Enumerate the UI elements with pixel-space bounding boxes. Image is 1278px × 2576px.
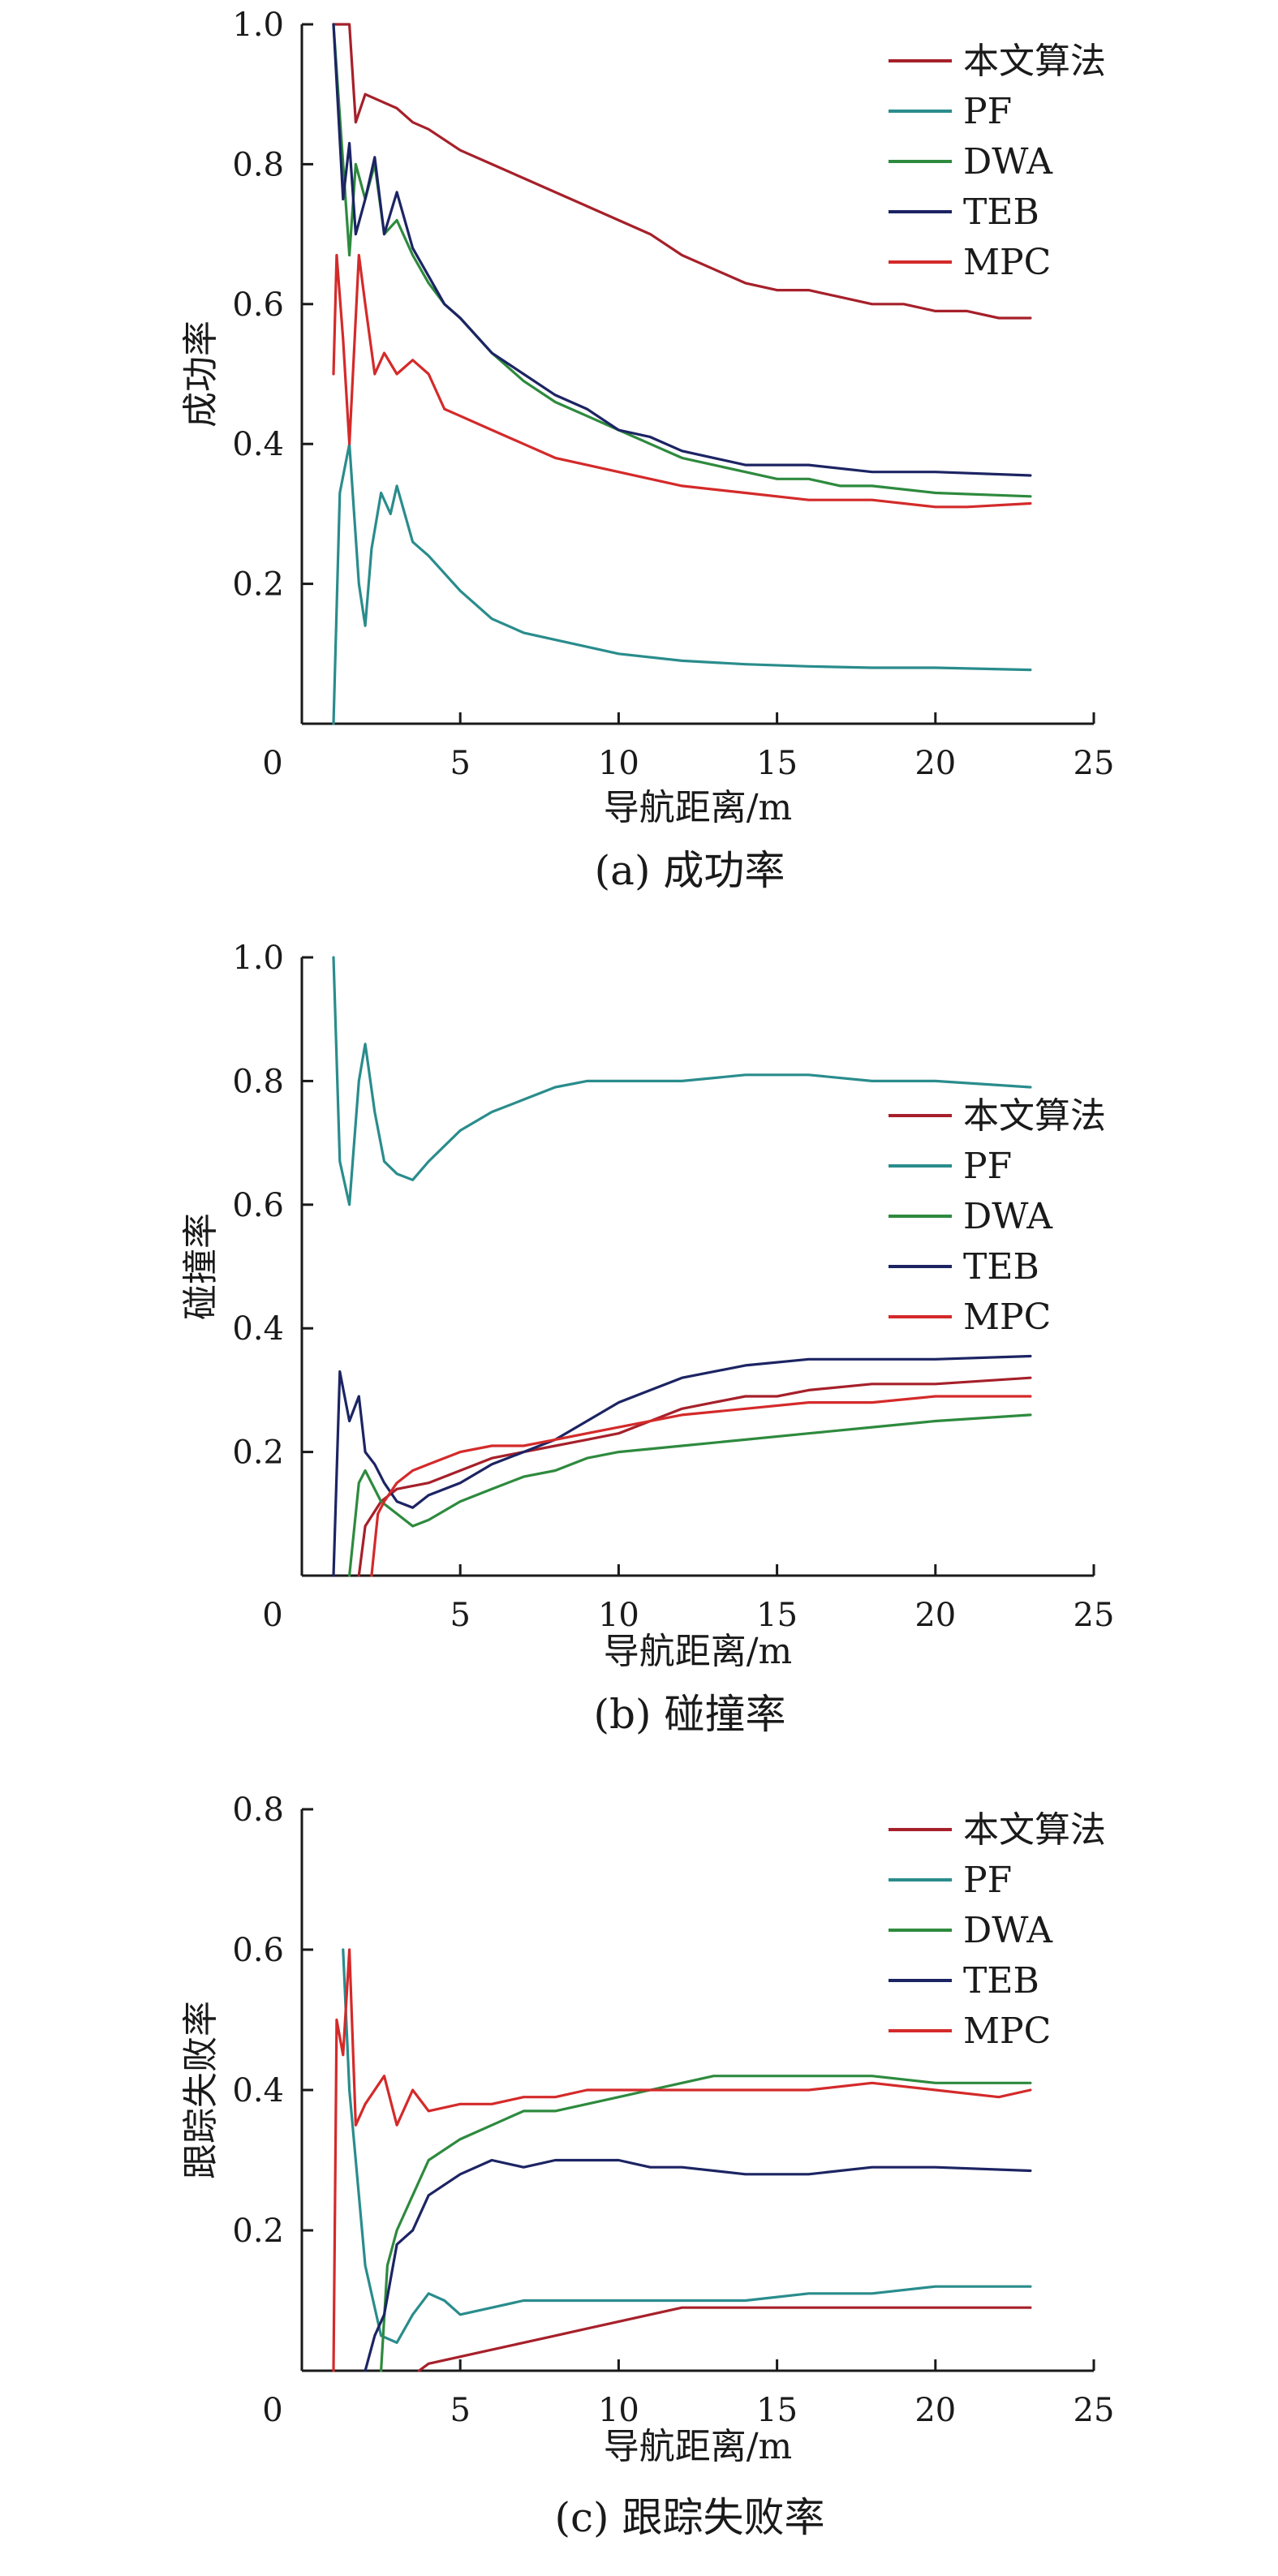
chart-panel-1: 0 5 10 15 20 25 0.2 0.4 0.6 0.8 1.0 本文算法 PF DWA TEB MPC… <box>180 6 1114 894</box>
x-axis-title: 导航距离/m <box>604 1631 793 1672</box>
series-line-1 <box>357 1376 1032 1577</box>
x-tick-label: 20 <box>914 745 956 782</box>
legend-label: 本文算法 <box>963 1095 1106 1137</box>
legend-label: PF <box>963 1146 1012 1187</box>
x-axis-title: 导航距离/m <box>604 2426 793 2467</box>
legend-label: MPC <box>963 1297 1051 1338</box>
chart-caption: (a) 成功率 <box>595 847 785 894</box>
y-tick-label: 0.4 <box>232 2072 284 2109</box>
series-line-1 <box>417 2306 1032 2372</box>
legend-label: MPC <box>963 242 1051 283</box>
series-line-2 <box>332 442 1032 725</box>
series-line-3 <box>380 2075 1032 2372</box>
y-tick-label: 1.0 <box>232 6 284 44</box>
chart-panel-3: 0 5 10 15 20 25 0.2 0.4 0.6 0.8 本文算法 PF DWA TEB MPC 跟踪失… <box>180 1791 1114 2541</box>
y-tick-label: 0.8 <box>232 1063 284 1100</box>
legend-label: MPC <box>963 2010 1051 2052</box>
x-tick-label: 0 <box>262 745 282 782</box>
series-line-2 <box>342 1948 1032 2344</box>
legend-label: PF <box>963 1860 1012 1901</box>
x-tick-label: 0 <box>262 1597 282 1634</box>
y-tick-label: 1.0 <box>232 940 284 977</box>
series-line-3 <box>332 23 1032 498</box>
y-tick-label: 0.6 <box>232 1932 284 1969</box>
series-line-4 <box>332 23 1032 477</box>
y-tick-label: 0.2 <box>232 566 284 604</box>
series-line-1 <box>332 23 1032 320</box>
x-tick-label: 5 <box>450 745 470 782</box>
x-tick-label: 15 <box>756 1597 798 1634</box>
chart-caption: (b) 碰撞率 <box>594 1691 786 1738</box>
x-tick-label: 25 <box>1074 1597 1115 1634</box>
y-axis-title: 跟踪失败率 <box>180 2001 222 2179</box>
legend-label: DWA <box>963 1910 1053 1951</box>
y-tick-label: 0.6 <box>232 1187 284 1224</box>
y-tick-label: 0.8 <box>232 1791 284 1829</box>
series-line-4 <box>332 1354 1032 1577</box>
x-tick-label: 10 <box>598 1597 639 1634</box>
series-line-2 <box>332 956 1032 1206</box>
x-tick-label: 10 <box>598 2392 639 2429</box>
legend-label: TEB <box>963 191 1039 233</box>
chart-caption: (c) 跟踪失败率 <box>555 2494 825 2541</box>
x-tick-label: 5 <box>450 1597 470 1634</box>
series-line-5 <box>370 1395 1032 1577</box>
x-tick-label: 15 <box>756 2392 798 2429</box>
legend: 本文算法 PF DWA TEB MPC <box>889 1809 1106 2052</box>
y-tick-label: 0.2 <box>232 1434 284 1472</box>
x-tick-label: 20 <box>914 2392 956 2429</box>
x-tick-label: 10 <box>598 745 639 782</box>
y-tick-label: 0.2 <box>232 2213 284 2250</box>
y-axis-title: 成功率 <box>180 320 222 428</box>
series-line-4 <box>364 2158 1032 2372</box>
chart-panel-2: 0 5 10 15 20 25 0.2 0.4 0.6 0.8 1.0 本文算法 PF DWA TEB MPC… <box>180 940 1114 1738</box>
y-tick-label: 0.8 <box>232 146 284 183</box>
x-tick-label: 5 <box>450 2392 470 2429</box>
legend-label: PF <box>963 91 1012 132</box>
y-tick-label: 0.4 <box>232 1310 284 1348</box>
legend: 本文算法 PF DWA TEB MPC <box>889 1095 1106 1338</box>
x-tick-label: 15 <box>756 745 798 782</box>
y-tick-label: 0.4 <box>232 426 284 463</box>
x-tick-label: 20 <box>914 1597 956 1634</box>
x-tick-label: 25 <box>1074 745 1115 782</box>
series-line-5 <box>332 253 1032 509</box>
legend-label: TEB <box>963 1246 1039 1288</box>
legend-label: 本文算法 <box>963 1809 1106 1851</box>
legend-label: TEB <box>963 1960 1039 2002</box>
legend-label: 本文算法 <box>963 41 1106 82</box>
x-tick-label: 0 <box>262 2392 282 2429</box>
legend-label: DWA <box>963 141 1053 183</box>
y-axis-title: 碰撞率 <box>180 1213 222 1320</box>
x-axis-title: 导航距离/m <box>604 787 793 828</box>
x-tick-label: 25 <box>1074 2392 1115 2429</box>
legend: 本文算法 PF DWA TEB MPC <box>889 41 1106 283</box>
series-line-3 <box>348 1413 1032 1577</box>
legend-label: DWA <box>963 1196 1053 1237</box>
y-tick-label: 0.6 <box>232 286 284 324</box>
series-line-5 <box>332 1948 1032 2372</box>
